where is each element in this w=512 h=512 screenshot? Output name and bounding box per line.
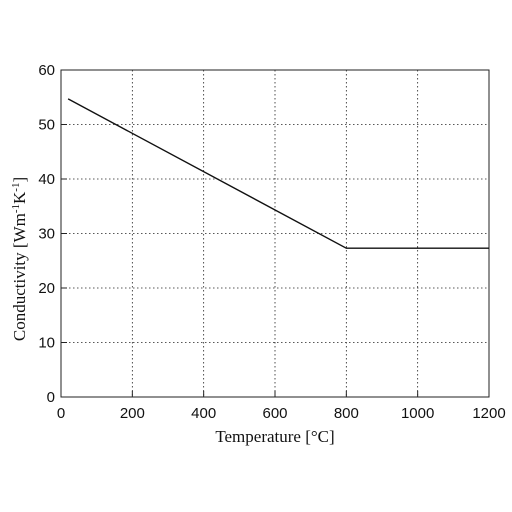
- y-axis-title-mid: K: [10, 191, 29, 204]
- y-axis-title-sup2: -1: [10, 183, 22, 192]
- y-axis-title-main: Conductivity [Wm: [10, 213, 29, 341]
- y-tick-label: 20: [38, 280, 55, 297]
- tick-labels: 0 200 400 600 800 1000 1200 0 10 20 30 40 50 60: [38, 62, 505, 422]
- y-tick-label: 10: [38, 335, 55, 352]
- y-tick-label: 40: [38, 171, 55, 188]
- x-tick-label: 200: [120, 405, 145, 422]
- series-layer: [67, 98, 489, 249]
- x-axis-title: Temperature [°C]: [215, 427, 334, 446]
- x-tick-label: 1000: [401, 405, 434, 422]
- grid-lines: [61, 70, 489, 397]
- x-tick-label: 0: [57, 405, 65, 422]
- x-tick-label: 400: [191, 405, 216, 422]
- y-tick-label: 30: [38, 226, 55, 243]
- conductivity-line: [67, 98, 489, 249]
- y-axis-title: Conductivity [Wm-1K-1]: [10, 177, 29, 341]
- y-tick-label: 60: [38, 62, 55, 79]
- x-tick-label: 800: [334, 405, 359, 422]
- y-tick-label: 50: [38, 117, 55, 134]
- y-axis-title-sup1: -1: [10, 204, 22, 213]
- x-tick-label: 1200: [472, 405, 505, 422]
- x-tick-label: 600: [262, 405, 287, 422]
- y-tick-label: 0: [47, 389, 55, 406]
- y-axis-title-end: ]: [10, 177, 29, 183]
- axis-ticks: [60, 69, 490, 398]
